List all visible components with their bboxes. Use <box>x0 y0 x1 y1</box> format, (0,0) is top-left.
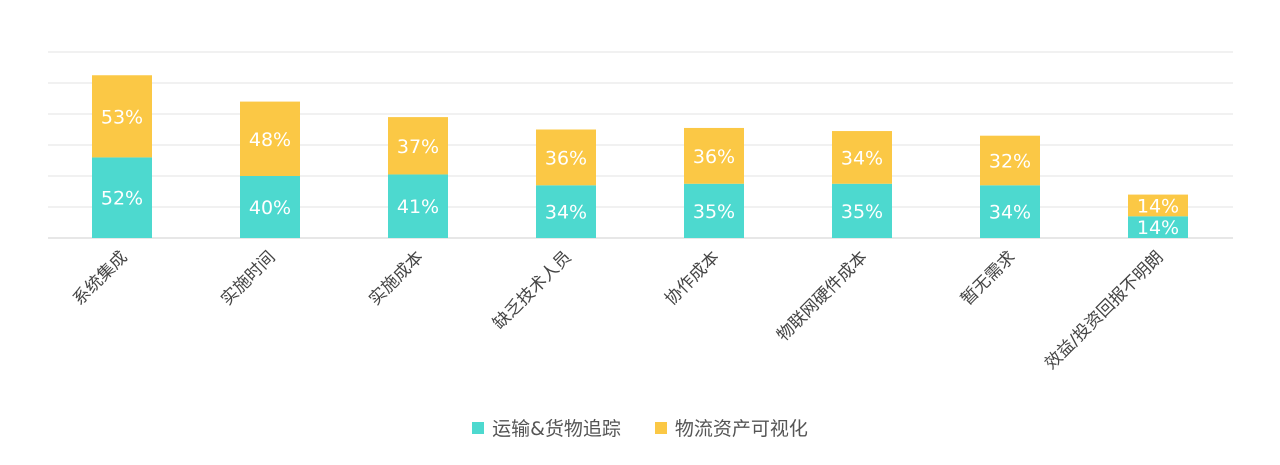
data-label: 34% <box>545 202 587 224</box>
data-label: 52% <box>101 188 143 210</box>
bar-asset-visibility <box>980 135 1040 186</box>
bar-asset-visibility <box>684 127 744 184</box>
data-label: 32% <box>989 151 1031 173</box>
data-label: 40% <box>249 197 291 219</box>
x-tick-label: 实施时间 <box>217 247 279 309</box>
x-tick-label: 暂无需求 <box>957 247 1019 309</box>
bar-asset-visibility <box>536 129 596 186</box>
bar-transport <box>832 183 892 238</box>
data-label: 35% <box>841 201 883 223</box>
data-label: 41% <box>397 196 439 218</box>
bar-transport <box>980 185 1040 238</box>
data-label: 37% <box>397 136 439 158</box>
data-label: 34% <box>989 202 1031 224</box>
legend-label-asset-visibility: 物流资产可视化 <box>674 418 808 440</box>
bar-transport <box>388 174 448 238</box>
data-label: 34% <box>841 147 883 169</box>
legend-label-transport: 运输&货物追踪 <box>492 418 621 440</box>
legend: 运输&货物追踪 物流资产可视化 <box>0 414 1280 441</box>
x-tick-label: 效益/投资回报不明朗 <box>1041 247 1167 373</box>
bar-asset-visibility <box>92 75 152 158</box>
data-label: 36% <box>693 146 735 168</box>
bar-transport <box>92 157 152 238</box>
legend-item-transport: 运输&货物追踪 <box>472 414 621 441</box>
bar-transport <box>684 183 744 238</box>
bar-asset-visibility <box>240 101 300 176</box>
bar-transport <box>536 185 596 238</box>
legend-swatch-asset-visibility <box>654 421 667 434</box>
bar-asset-visibility <box>832 131 892 184</box>
bar-transport <box>1128 216 1188 238</box>
data-label: 35% <box>693 201 735 223</box>
data-label: 14% <box>1137 195 1179 217</box>
data-label: 36% <box>545 147 587 169</box>
x-tick-label: 实施成本 <box>365 247 427 309</box>
data-label: 48% <box>249 129 291 151</box>
bar-asset-visibility <box>388 117 448 175</box>
data-label: 14% <box>1137 217 1179 239</box>
x-tick-label: 协作成本 <box>661 247 723 309</box>
bar-transport <box>240 176 300 238</box>
x-tick-label: 系统集成 <box>69 247 131 309</box>
legend-item-asset-visibility: 物流资产可视化 <box>654 414 808 441</box>
legend-swatch-transport <box>472 421 485 434</box>
bar-asset-visibility <box>1128 194 1188 217</box>
x-tick-label: 缺乏技术人员 <box>489 247 575 333</box>
x-tick-label: 物联网硬件成本 <box>773 247 871 345</box>
data-label: 53% <box>101 106 143 128</box>
